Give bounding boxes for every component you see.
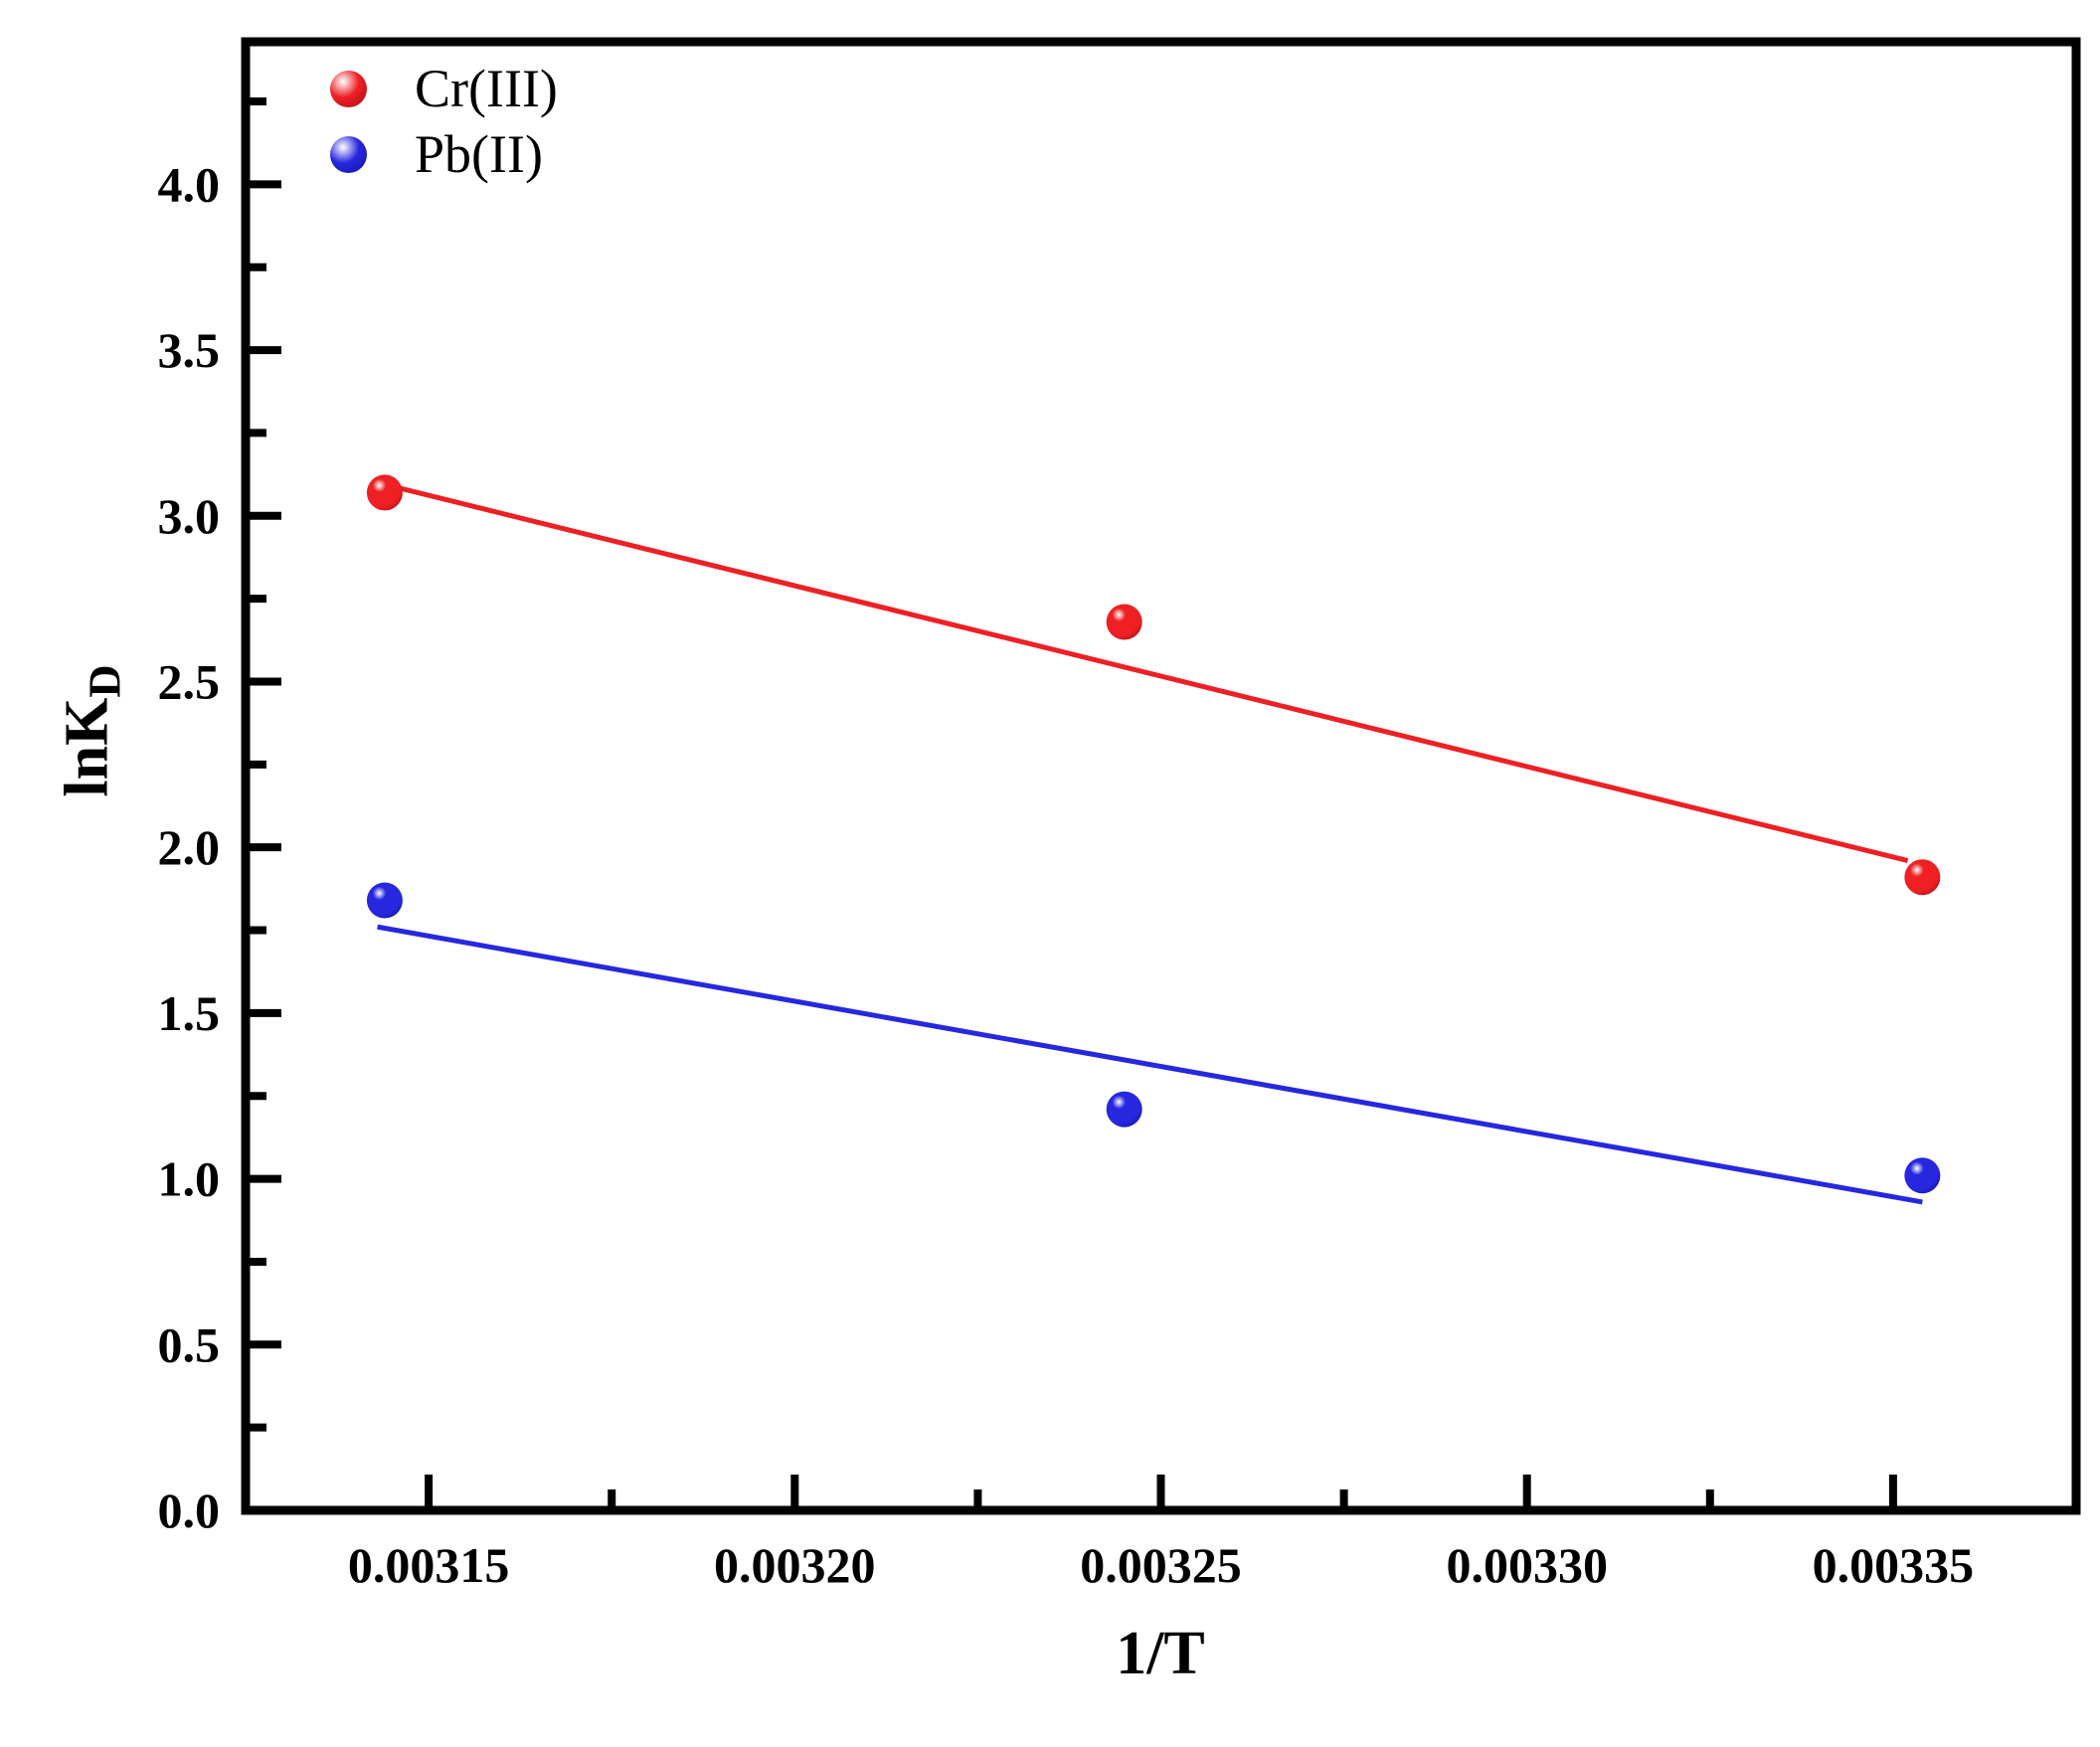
x-tick-label: 0.00315 bbox=[348, 1537, 510, 1593]
legend-label-cr: Cr(III) bbox=[415, 59, 558, 118]
fit-line-pbii bbox=[377, 924, 1923, 1205]
y-axis-title: lnKD bbox=[52, 664, 130, 796]
y-tick-label: 3.5 bbox=[158, 322, 221, 378]
legend-marker-cr-icon bbox=[330, 70, 367, 107]
legend-marker-pb-icon bbox=[330, 135, 367, 173]
y-tick-label: 1.5 bbox=[158, 985, 221, 1041]
x-axis-title: 1/T bbox=[1116, 1620, 1205, 1687]
data-point-pbii bbox=[1106, 1091, 1142, 1128]
plot-frame bbox=[241, 37, 2081, 1515]
y-tick-label: 2.0 bbox=[158, 819, 221, 875]
legend-entry-pb: Pb(II) bbox=[330, 121, 558, 187]
y-tick-label: 4.0 bbox=[158, 156, 221, 212]
legend-label-pb: Pb(II) bbox=[415, 124, 543, 184]
data-point-pbii bbox=[1904, 1157, 1941, 1194]
y-tick-label: 1.0 bbox=[158, 1151, 221, 1207]
data-point-criii bbox=[1904, 859, 1941, 896]
y-tick-label: 0.0 bbox=[158, 1483, 221, 1538]
x-tick-label: 0.00335 bbox=[1813, 1537, 1975, 1593]
data-point-pbii bbox=[366, 882, 403, 919]
legend-entry-cr: Cr(III) bbox=[330, 56, 558, 121]
y-tick-label: 0.5 bbox=[158, 1316, 221, 1372]
data-point-criii bbox=[1106, 604, 1142, 640]
y-axis-title-subscript: D bbox=[79, 664, 130, 698]
x-tick-label: 0.00325 bbox=[1080, 1537, 1242, 1593]
y-tick-label: 2.5 bbox=[158, 653, 221, 709]
legend: Cr(III) Pb(II) bbox=[330, 56, 558, 187]
data-point-criii bbox=[366, 474, 403, 511]
x-tick-label: 0.00320 bbox=[714, 1537, 876, 1593]
fit-line-criii bbox=[376, 480, 1909, 863]
x-tick-label: 0.00330 bbox=[1446, 1537, 1608, 1593]
y-axis-title-base: lnK bbox=[53, 697, 121, 797]
y-tick-label: 3.0 bbox=[158, 488, 221, 544]
